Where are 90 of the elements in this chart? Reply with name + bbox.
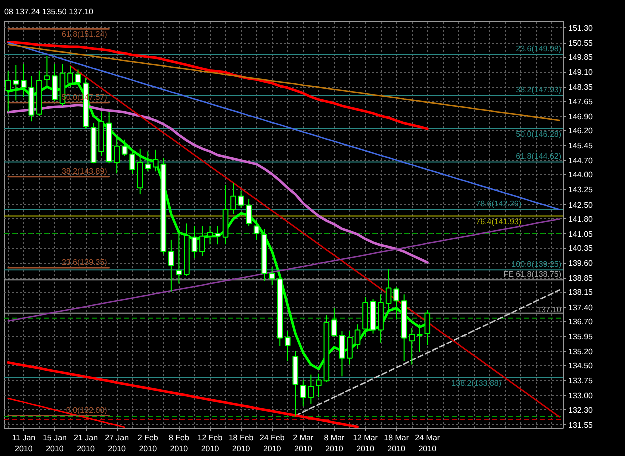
x-tick-label: 18 Mar 2010 xyxy=(384,434,410,454)
candlestick xyxy=(300,380,306,408)
x-tick-label: 2 Feb 2010 xyxy=(138,434,159,454)
candlestick xyxy=(207,226,214,246)
y-tick-label: 140.35 xyxy=(568,244,594,254)
y-tick-label: 138.85 xyxy=(568,274,594,284)
y-tick-label: 143.25 xyxy=(568,186,594,195)
y-tick-label: 146.90 xyxy=(568,112,594,122)
ref-line-label: 38.2(147.93) xyxy=(516,86,562,95)
y-tick-label: 148.35 xyxy=(568,83,594,92)
ref-line-label: 23.6(149.98) xyxy=(516,44,562,54)
y-tick-label: 151.30 xyxy=(568,24,594,33)
annotation: 61.8(151.24) xyxy=(62,30,108,40)
y-tick-label: 149.85 xyxy=(568,53,594,62)
candlestick xyxy=(354,324,361,350)
candlestick xyxy=(122,139,128,157)
candlestick xyxy=(215,226,221,246)
ref-line-label: 61.8(144.62) xyxy=(516,152,562,162)
line-series xyxy=(8,44,560,122)
x-tick-label: 24 Mar 2010 xyxy=(415,434,440,454)
line-series xyxy=(7,41,429,130)
y-tick-label: 145.45 xyxy=(568,142,594,151)
x-tick-label: 11 Jan 2010 xyxy=(12,434,36,454)
y-tick-label: 144.00 xyxy=(568,170,594,180)
line-series xyxy=(7,362,360,428)
candlestick xyxy=(114,136,120,174)
ref-line-label: FE 61.8(138.75) xyxy=(504,270,562,280)
y-tick-label: 139.60 xyxy=(568,259,594,268)
ref-line-label: 137.10 xyxy=(537,305,562,314)
candlestick xyxy=(332,308,338,338)
y-tick-label: 135.95 xyxy=(568,332,594,342)
line-series xyxy=(8,398,126,428)
candlestick xyxy=(238,190,244,209)
x-tick-label: 8 Feb 2010 xyxy=(168,434,190,454)
ref-line-label: 78.6(142.26) xyxy=(476,200,522,209)
y-tick-label: 144.70 xyxy=(568,156,594,166)
candlestick xyxy=(316,373,322,398)
y-tick-label: 133.75 xyxy=(568,376,594,386)
x-tick-label: 24 Feb 2010 xyxy=(260,434,286,454)
ref-line-label: 50.0(146.28) xyxy=(516,130,562,139)
y-tick-label: 146.20 xyxy=(568,126,594,136)
y-tick-label: 141.05 xyxy=(568,230,594,239)
x-tick-label: 8 Mar 2010 xyxy=(324,434,346,454)
candlestick xyxy=(192,226,198,259)
annotation: 23.6(139.35) xyxy=(62,258,108,268)
y-tick-label: 134.50 xyxy=(568,362,594,371)
ref-line-label: 100.0(139.25) xyxy=(512,260,562,270)
y-tick-label: 133.00 xyxy=(568,392,594,401)
x-tick-label: 12 Feb 2010 xyxy=(198,434,224,454)
annotation: 38.2(143.89) xyxy=(62,166,108,176)
y-tick-label: 131.55 xyxy=(568,420,594,430)
x-tick-label: 18 Feb 2010 xyxy=(228,434,254,454)
candlestick xyxy=(409,328,416,366)
candlestick xyxy=(230,182,236,215)
x-tick-label: 21 Jan 2010 xyxy=(74,434,98,454)
ref-line-label: 76.4(141.93) xyxy=(476,217,522,226)
y-tick-label: 136.70 xyxy=(568,317,594,326)
y-tick-label: 135.20 xyxy=(568,348,594,357)
candlestick xyxy=(168,239,174,292)
y-tick-label: 150.55 xyxy=(568,39,594,48)
candlestick xyxy=(284,330,291,362)
x-tick-label: 12 Mar 2010 xyxy=(353,434,378,454)
line-series xyxy=(8,42,560,211)
line-series xyxy=(8,218,560,322)
x-tick-label: 27 Jan 2010 xyxy=(105,434,130,454)
y-tick-label: 147.65 xyxy=(568,97,594,106)
y-tick-label: 132.30 xyxy=(568,406,594,415)
y-tick-label: 137.40 xyxy=(568,303,594,312)
y-tick-label: 142.50 xyxy=(568,200,594,210)
line-series xyxy=(294,290,560,417)
y-tick-label: 141.80 xyxy=(568,214,594,224)
ref-line-label: 138.2(133.88) xyxy=(452,379,502,388)
candlestick xyxy=(152,149,159,172)
x-tick-label: 15 Jan 2010 xyxy=(42,434,67,454)
candlestick xyxy=(308,374,314,404)
y-tick-label: 149.10 xyxy=(568,68,594,78)
candlestick xyxy=(246,198,252,227)
candlestick xyxy=(386,268,392,311)
x-tick-label: 2 Mar 2010 xyxy=(293,434,314,454)
y-tick-label: 138.15 xyxy=(568,288,594,298)
chart-title: 08 137.24 135.50 137.10 xyxy=(4,8,94,16)
annotation: 0.0(132.00) xyxy=(66,406,108,415)
candlestick xyxy=(254,220,260,240)
candlestick xyxy=(347,330,353,366)
candlestick xyxy=(176,230,182,284)
candlestick xyxy=(130,150,136,175)
candlestick xyxy=(394,286,400,320)
candlestick xyxy=(200,226,206,257)
candlestick xyxy=(416,324,423,352)
candlestick xyxy=(269,266,276,286)
